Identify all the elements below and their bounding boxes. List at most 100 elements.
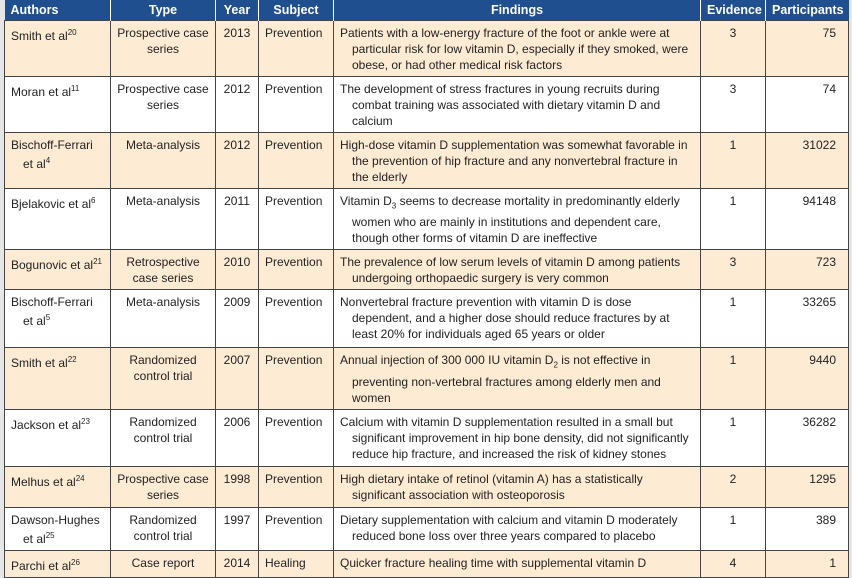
table-row: Jackson et al23 Randomized control trial 2… [4,408,849,467]
cell-participants: 389 [765,506,849,551]
cell-participants: 1 [765,549,849,578]
cell-author: Parchi et al26 [4,549,111,578]
table-row: Smith et al22 Randomized control trial 200… [4,347,849,410]
findings-text: is not effective in preventing non-verte… [352,353,661,405]
cell-type: Retrospective case series [110,249,216,291]
cell-year: 1998 [215,465,259,508]
cell-author: Bogunovic et al21 [4,249,111,291]
cell-findings: The prevalence of low serum levels of vi… [333,249,701,291]
cell-type: Randomized control trial [110,506,216,551]
reference-number: 22 [67,355,77,365]
cell-subject: Prevention [258,408,334,467]
cell-participants: 36282 [765,408,849,467]
cell-year: 2007 [215,347,259,410]
header-subject: Subject [258,0,334,21]
findings-text: Vitamin D [340,194,392,208]
cell-participants: 9440 [765,347,849,410]
reference-number: 26 [71,557,80,567]
cell-evidence: 1 [700,132,766,189]
table-row: Bogunovic et al21 Retrospective case seri… [4,249,849,291]
cell-type: Prospective case series [110,20,216,77]
cell-type: Meta-analysis [110,132,216,189]
author-name: Bjelakovic et al [11,197,92,211]
cell-participants: 94148 [765,187,849,251]
cell-subject: Prevention [258,465,334,508]
reference-number: 11 [71,84,80,93]
cell-subject: Prevention [258,289,334,349]
cell-type: Randomized control trial [110,408,216,467]
cell-year: 2009 [215,289,259,349]
cell-author: Smith et al22 [4,347,111,410]
findings-text: Nonvertebral fracture prevention with vi… [340,295,670,342]
findings-subscript: 3 [391,201,397,211]
author-name: Bogunovic et al [11,258,94,273]
cell-evidence: 1 [700,408,766,467]
reference-number: 23 [81,416,90,426]
table-row: Melhus et al24 Prospective case series 199… [4,465,849,508]
cell-year: 2006 [215,408,259,467]
cell-findings: Nonvertebral fracture prevention with vi… [333,289,701,349]
cell-year: 2011 [215,187,259,251]
header-type: Type [110,0,216,21]
cell-findings: Patients with a low-energy fracture of t… [333,20,701,77]
cell-findings: High dietary intake of retinol (vitamin … [333,465,701,508]
cell-author: Bischoff-Ferrari et al5 [4,289,111,349]
reference-number: 4 [45,156,51,165]
cell-findings: High-dose vitamin D supplementation was … [333,132,701,189]
cell-evidence: 2 [700,465,766,508]
cell-participants: 75 [765,20,849,77]
findings-text: seems to decrease mortality in predomina… [352,194,680,246]
author-name: Bischoff-Ferrari et al [11,295,93,329]
cell-author: Dawson-Hughes et al25 [4,506,111,551]
cell-author: Moran et al11 [4,76,111,133]
cell-findings: Calcium with vitamin D supplementation r… [333,408,701,467]
cell-subject: Healing [258,549,334,578]
findings-text: The prevalence of low serum levels of vi… [340,255,681,286]
findings-text: Annual injection of 300 000 IU vitamin D [340,353,554,368]
cell-participants: 74 [765,76,849,133]
cell-evidence: 3 [700,76,766,133]
cell-subject: Prevention [258,132,334,189]
author-name: Moran et al [11,85,72,99]
cell-evidence: 3 [700,249,766,291]
cell-year: 2013 [215,20,259,77]
cell-subject: Prevention [258,76,334,133]
cell-evidence: 1 [700,187,766,251]
findings-text: Calcium with vitamin D supplementation r… [340,414,689,461]
cell-year: 2012 [215,76,259,133]
findings-text: High dietary intake of retinol (vitamin … [340,471,643,502]
reference-number: 20 [67,28,77,37]
header-participants: Participants [765,0,849,21]
header-authors: Authors [4,0,111,21]
cell-type: Case report [110,549,216,578]
reference-number: 21 [93,257,102,267]
evidence-table: Authors Type Year Subject Findings Evide… [4,0,849,578]
findings-text: Patients with a low-energy fracture of t… [340,26,689,72]
cell-participants: 723 [765,249,849,291]
cell-author: Bjelakovic et al6 [4,187,111,251]
author-name: Parchi et al [11,558,72,573]
header-evidence: Evidence [700,0,766,21]
cell-subject: Prevention [258,187,334,251]
reference-number: 24 [75,473,85,483]
cell-participants: 33265 [765,289,849,349]
findings-text: The development of stress fractures in y… [340,82,661,128]
author-name: Bischoff-Ferrari et al [11,138,93,171]
cell-year: 2010 [215,249,259,291]
header-findings: Findings [333,0,701,21]
cell-findings: The development of stress fractures in y… [333,76,701,133]
cell-findings: Annual injection of 300 000 IU vitamin D… [333,347,701,410]
cell-subject: Prevention [258,249,334,291]
cell-type: Meta-analysis [110,289,216,349]
cell-evidence: 4 [700,549,766,578]
author-name: Melhus et al [11,474,76,489]
cell-subject: Prevention [258,506,334,551]
author-name: Smith et al [11,29,68,43]
cell-type: Prospective case series [110,465,216,508]
cell-evidence: 3 [700,20,766,77]
author-name: Dawson-Hughes et al [11,512,100,546]
author-name: Jackson et al [11,417,82,432]
cell-author: Melhus et al24 [4,465,111,508]
table-row: Bischoff-Ferrari et al4 Meta-analysis 2012… [4,132,849,189]
cell-author: Smith et al20 [4,20,111,77]
